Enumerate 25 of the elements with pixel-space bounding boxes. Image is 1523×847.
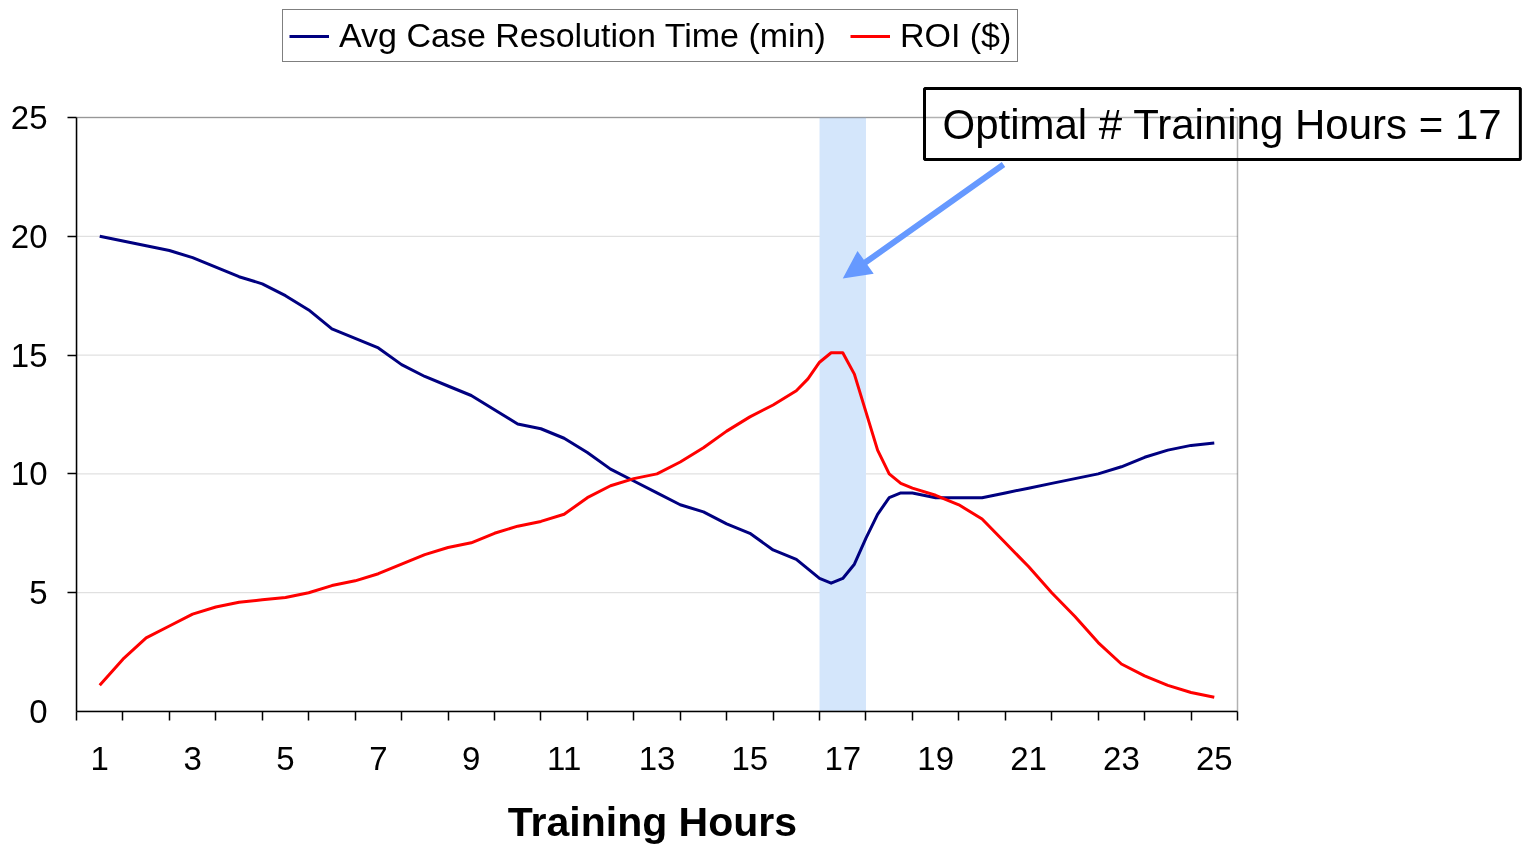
x-tick-label: 9 (462, 739, 481, 777)
x-tick-label: 25 (1195, 739, 1233, 777)
line-series (98, 351, 1216, 699)
x-tick-label: 15 (731, 739, 769, 777)
x-tick-label: 5 (276, 739, 295, 777)
line-series (98, 234, 1216, 585)
x-tick-label: 21 (1010, 739, 1047, 777)
x-tick-label: 1 (90, 739, 109, 777)
x-tick-label: 17 (824, 739, 862, 777)
x-tick-label: 13 (638, 739, 676, 777)
y-tick-label: 25 (10, 99, 48, 136)
y-tick-label: 20 (10, 217, 48, 255)
x-tick-label: 19 (917, 739, 955, 777)
y-tick-label: 0 (29, 693, 48, 730)
y-tick-label: 15 (10, 336, 48, 374)
x-tick-label: 23 (1103, 739, 1140, 777)
legend-label: Avg Case Resolution Time (min) (339, 16, 826, 55)
x-tick-label: 3 (183, 739, 202, 777)
x-tick-label: 7 (369, 739, 388, 777)
x-tick-label: 11 (546, 739, 582, 777)
y-tick-label: 5 (29, 574, 48, 612)
legend-label: ROI ($) (899, 16, 1012, 55)
x-axis-title: Training Hours (507, 798, 798, 845)
annotation: Optimal # Training Hours = 17 (942, 100, 1502, 148)
y-tick-label: 10 (10, 455, 48, 493)
